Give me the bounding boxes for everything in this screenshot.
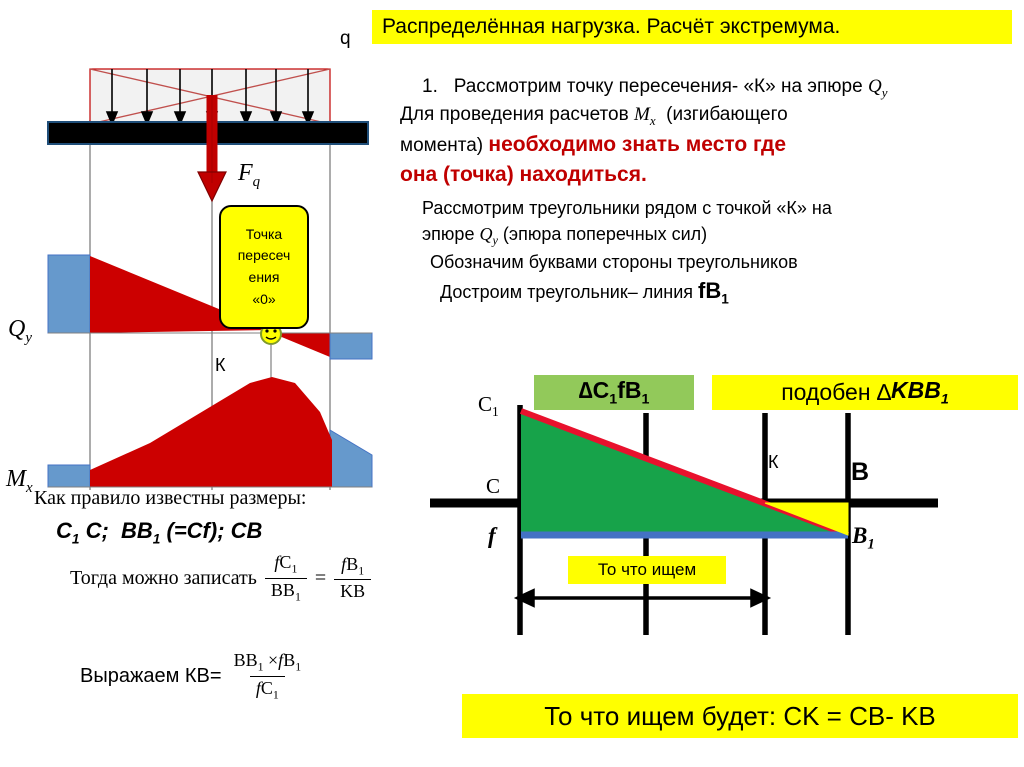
callout-line-4: «0» [252, 290, 276, 307]
known-sizes-text: Как правило известны размеры: [34, 487, 307, 509]
text-line-2-b: (изгибающего [666, 104, 788, 126]
text-line-3-a: момента) [400, 135, 484, 157]
text-line-6: эпюре Qy (эпюра поперечных сил) [400, 222, 1020, 250]
qy-axis-label: Qy [8, 316, 32, 346]
load-arrows [105, 69, 315, 127]
text-line-3-emphasis: необходимо знать место где [488, 133, 787, 157]
resultant-force-arrow [197, 95, 227, 203]
callout-line-3: ения [248, 269, 280, 285]
label-c1: C1 [478, 392, 499, 420]
green-box-text: ∆C1fB1 [578, 377, 650, 408]
text-line-1-body: Рассмотрим точку пересечения- «К» на эпю… [453, 76, 863, 97]
fb1-line-label: fB1 [698, 278, 729, 307]
slide-title-text: Распределённая нагрузка. Расчёт экстрему… [382, 15, 841, 38]
text-line-4: она (точка) находиться. [400, 160, 1020, 190]
point-k-label-left: К [215, 355, 226, 375]
fraction-fb1-kb: fB1 KB [334, 553, 372, 603]
qy-diagram [47, 254, 373, 380]
list-number: 1. [422, 76, 438, 97]
text-line-6-b: (эпюра поперечных сил) [502, 223, 708, 244]
fraction-fc1-bb1: fC1 BB1 [264, 552, 307, 605]
callout-line-2: пересеч [237, 247, 291, 264]
slide-title-banner: Распределённая нагрузка. Расчёт экстрему… [372, 10, 1012, 44]
fraction-kb-result: BB1 ×fB1 fC1 [228, 650, 308, 702]
label-k-right: К [768, 452, 779, 472]
fraction-numerator-2: fB1 [341, 553, 365, 578]
label-c: C [486, 474, 501, 498]
yellow-box-triangle: KBB1 [891, 377, 949, 408]
text-line-2-a: Для проведения расчетов [400, 104, 629, 126]
known-values-text: C1 C; BB1 (=Cf); CB [56, 518, 263, 547]
text-line-5: Рассмотрим треугольники рядом с точкой «… [400, 196, 1020, 222]
callout-line-1: Точка [245, 225, 283, 242]
explanation-text-block: 1. Рассмотрим точку пересечения- «К» на … [400, 74, 1020, 309]
text-line-3: момента) необходимо знать место где [400, 130, 1020, 160]
fraction-denominator-2: KB [334, 579, 372, 602]
similar-triangle-green-label: ∆C1fB1 [534, 375, 694, 410]
text-line-7: Обозначим буквами стороны треугольников [400, 250, 1020, 276]
conclusion-text: То что ищем будет: CK = CB- KB [544, 700, 936, 731]
similar-triangle-yellow-label: подобен ∆ KBB1 [712, 375, 1018, 410]
qy-inline-2: Qy [479, 223, 498, 248]
fraction-denominator-1: BB1 [264, 577, 307, 605]
fraction-denominator-3: fC1 [249, 675, 285, 703]
qy-inline-1: Qy [867, 76, 888, 100]
yellow-triangle-kbb1 [764, 502, 849, 536]
equals-sign-1: = [314, 566, 327, 589]
text-line-2: Для проведения расчетов Mx (изгибающего [400, 102, 1020, 130]
text-line-8: Достроим треугольник– линия fB1 [400, 275, 1020, 309]
similar-triangles-diagram-svg [430, 405, 938, 635]
text-line-8-a: Достроим треугольник– линия [440, 282, 694, 303]
yellow-box-prefix: подобен ∆ [781, 379, 892, 405]
proportion-formula: Тогда можно записать fC1 BB1 = fB1 KB [70, 552, 372, 605]
fraction-numerator-1: fC1 [274, 552, 298, 576]
text-line-5-body: Рассмотрим треугольники рядом с точкой «… [422, 198, 832, 219]
text-line-6-a: эпюре [422, 223, 475, 244]
label-b: B [851, 458, 870, 486]
fraction-numerator-3: BB1 ×fB1 [233, 650, 302, 674]
label-f: f [488, 523, 496, 548]
beam-diagrams-svg [47, 68, 373, 490]
dimension-arrow [513, 588, 772, 608]
load-intensity-label: q [340, 28, 351, 49]
dimension-label-seek: То что ищем [568, 556, 726, 584]
express-kb-formula: Выражаем КВ= BB1 ×fB1 fC1 [80, 650, 307, 702]
text-line-7-body: Обозначим буквами стороны треугольников [430, 251, 798, 272]
resultant-force-label: Fq [238, 160, 261, 190]
then-write-label: Тогда можно записать [70, 566, 257, 589]
mx-axis-label: Mx [6, 466, 33, 496]
express-kb-label: Выражаем КВ= [80, 664, 222, 687]
text-line-1: 1. Рассмотрим точку пересечения- «К» на … [400, 74, 1020, 102]
mx-inline: Mx [634, 104, 656, 128]
zero-point-callout: Точка пересеч ения «0» [219, 205, 309, 329]
text-line-4-emphasis: она (точка) находиться. [400, 163, 647, 187]
conclusion-banner: То что ищем будет: CK = CB- KB [462, 694, 1018, 738]
label-b1: B1 [852, 523, 875, 553]
mx-diagram [47, 377, 373, 488]
